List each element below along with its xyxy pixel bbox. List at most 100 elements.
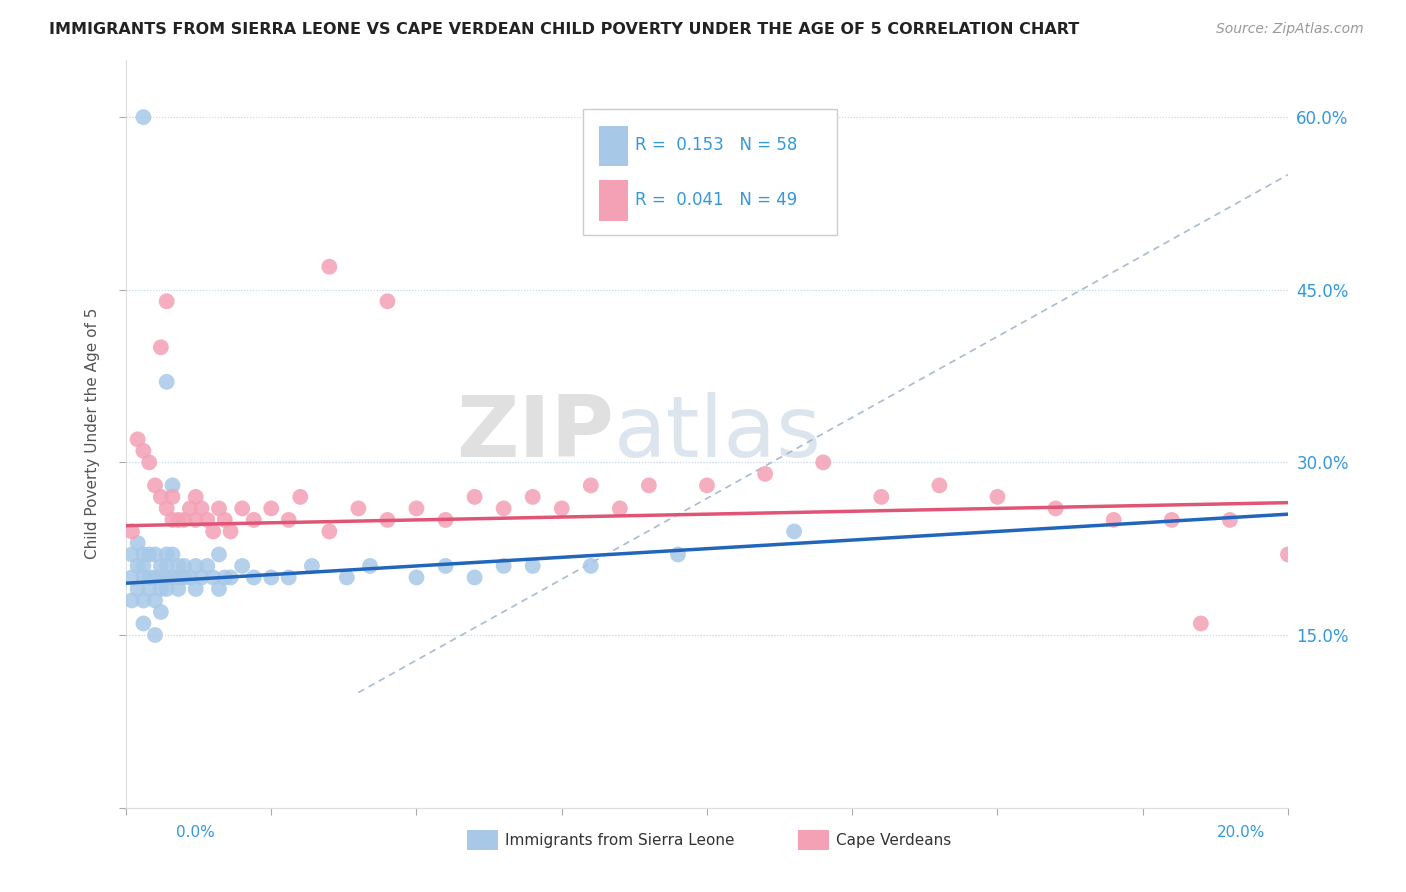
Point [149,340,172,354]
Point [377,294,399,309]
Point [156,375,179,389]
Point [173,558,195,573]
Point [464,490,486,504]
Point [214,570,236,584]
Point [405,570,427,584]
Point [208,582,231,596]
Text: Source: ZipAtlas.com: Source: ZipAtlas.com [1216,22,1364,37]
Point [522,490,544,504]
Point [464,570,486,584]
Point [190,501,212,516]
Point [143,478,166,492]
Point [359,558,381,573]
Point [231,558,253,573]
Point [156,582,179,596]
Point [167,513,190,527]
Point [1189,616,1212,631]
Point [783,524,806,539]
Point [121,570,143,584]
Point [195,513,218,527]
Point [208,501,231,516]
Point [754,467,776,481]
Point [260,570,283,584]
Point [377,513,399,527]
Point [492,501,515,516]
Point [127,433,149,447]
Point [143,593,166,607]
Point [1045,501,1067,516]
Point [143,548,166,562]
Point [149,558,172,573]
Point [179,570,201,584]
Point [138,455,160,469]
Text: atlas: atlas [614,392,823,475]
Point [149,582,172,596]
Point [434,513,457,527]
Point [202,524,225,539]
Point [195,558,218,573]
Point [609,501,631,516]
Point [184,490,207,504]
Point [121,524,143,539]
Point [132,443,155,458]
Point [162,548,184,562]
Point [149,570,172,584]
Point [638,478,661,492]
Point [870,490,893,504]
Point [811,455,834,469]
Point [173,570,195,584]
Point [132,570,155,584]
Point [318,260,340,274]
Point [301,558,323,573]
Point [132,110,155,124]
Point [138,570,160,584]
Point [179,501,201,516]
Point [219,524,242,539]
Point [149,605,172,619]
Text: ZIP: ZIP [457,392,614,475]
Point [156,294,179,309]
Point [1277,548,1299,562]
Point [162,570,184,584]
Point [132,593,155,607]
Point [290,490,312,504]
Point [579,558,602,573]
Point [162,513,184,527]
Point [336,570,359,584]
Point [162,478,184,492]
Point [214,513,236,527]
Point [219,570,242,584]
Point [231,501,253,516]
Point [1102,513,1125,527]
Point [208,548,231,562]
Text: R =  0.041   N = 49: R = 0.041 N = 49 [636,191,797,210]
Text: 0.0%: 0.0% [176,825,215,840]
Point [277,570,299,584]
Point [156,570,179,584]
Point [928,478,950,492]
Point [492,558,515,573]
Point [143,628,166,642]
Point [121,548,143,562]
Point [132,616,155,631]
Point [190,570,212,584]
Y-axis label: Child Poverty Under the Age of 5: Child Poverty Under the Age of 5 [86,308,100,559]
Text: 20.0%: 20.0% [1218,825,1265,840]
Point [1219,513,1241,527]
Point [551,501,574,516]
Point [127,536,149,550]
Point [149,490,172,504]
Text: IMMIGRANTS FROM SIERRA LEONE VS CAPE VERDEAN CHILD POVERTY UNDER THE AGE OF 5 CO: IMMIGRANTS FROM SIERRA LEONE VS CAPE VER… [49,22,1080,37]
Point [260,501,283,516]
Point [132,558,155,573]
Point [184,582,207,596]
Point [167,570,190,584]
Point [143,570,166,584]
Point [167,558,190,573]
Text: R =  0.153   N = 58: R = 0.153 N = 58 [636,136,797,154]
Point [277,513,299,527]
Point [127,582,149,596]
Point [138,582,160,596]
Point [127,558,149,573]
Point [243,570,266,584]
